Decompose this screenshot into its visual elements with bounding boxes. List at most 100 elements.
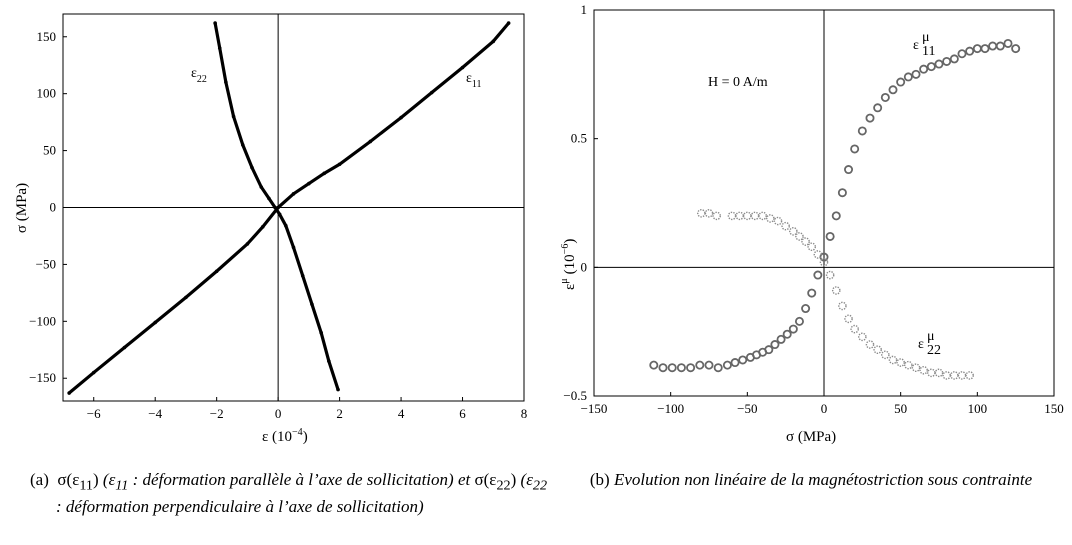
point-ε22μ <box>789 227 798 236</box>
x-tick-label: 4 <box>398 406 405 421</box>
point-ε11μ <box>873 103 883 113</box>
y-tick-label: 100 <box>37 86 57 101</box>
point-ε11μ <box>764 345 774 355</box>
y-tick-label: 1 <box>581 2 588 17</box>
point-ε11μ <box>667 363 677 373</box>
point-ε22μ <box>934 368 944 378</box>
ticks-a: −6 −4 −2 0 2 4 6 8 −150 −100 −50 0 50 100 150 <box>29 29 527 421</box>
point-ε11μ <box>788 324 798 334</box>
x-axis-label-a: ε (10−4) <box>262 427 308 445</box>
point-ε22μ <box>750 211 760 221</box>
point-ε22μ <box>743 211 752 221</box>
point-ε11μ <box>965 46 975 56</box>
point-ε11μ <box>926 62 936 72</box>
point-ε11μ <box>896 77 906 87</box>
point-ε22μ <box>727 211 737 221</box>
point-ε11 <box>91 370 96 375</box>
svg-text:ε: ε <box>918 337 924 352</box>
point-ε22μ <box>896 358 905 367</box>
y-tick-label: 0.5 <box>571 131 587 146</box>
x-tick-label: 150 <box>1044 401 1064 416</box>
point-ε22μ <box>838 301 847 311</box>
point-ε22μ <box>957 371 967 380</box>
x-tick-label: −100 <box>657 401 684 416</box>
point-ε11 <box>307 181 311 186</box>
point-ε11 <box>291 192 296 196</box>
chart-b: −150 −100 −50 0 50 100 150−0.500.51 H = 0 A/m … <box>559 2 1064 445</box>
y-axis-label-a: σ (MPa) <box>14 183 30 233</box>
x-tick-label: 100 <box>968 401 988 416</box>
svg-text:22: 22 <box>927 343 941 358</box>
x-tick-label: 6 <box>459 406 466 421</box>
point-ε11μ <box>713 363 723 373</box>
point-ε22μ <box>850 324 859 334</box>
point-ε22μ <box>911 363 921 372</box>
point-ε11μ <box>649 360 659 370</box>
point-ε22 <box>250 165 254 170</box>
point-ε11μ <box>1003 38 1013 48</box>
series-label-e22-a: ε22 <box>191 66 207 85</box>
x-tick-label: −150 <box>581 401 608 416</box>
point-ε11μ <box>942 56 952 66</box>
y-tick-label: −50 <box>36 256 56 271</box>
x-tick-label: 8 <box>521 406 528 421</box>
point-ε11μ <box>995 41 1005 51</box>
point-ε22μ <box>781 221 790 231</box>
x-tick-label: 50 <box>894 401 907 416</box>
point-ε22μ <box>831 286 841 295</box>
x-tick-label: −4 <box>148 406 162 421</box>
point-ε22μ <box>813 250 823 259</box>
series-line-ε22 <box>213 22 340 391</box>
marks-a <box>67 21 511 395</box>
series-label-e11-a: ε11 <box>466 71 482 90</box>
point-ε11μ <box>695 360 705 370</box>
point-ε11μ <box>972 44 982 54</box>
point-ε11μ <box>794 316 804 326</box>
point-ε22μ <box>950 371 959 380</box>
series-line-ε11 <box>68 22 510 395</box>
point-ε11μ <box>1011 44 1021 54</box>
point-ε22 <box>267 196 271 201</box>
x-tick-label: −6 <box>87 406 101 421</box>
point-ε22μ <box>825 270 835 280</box>
point-ε11μ <box>919 64 929 74</box>
y-tick-label: 0 <box>581 259 588 274</box>
point-ε22μ <box>801 237 810 246</box>
point-ε11 <box>368 139 373 144</box>
point-ε22μ <box>919 365 928 375</box>
point-ε11μ <box>949 54 959 64</box>
point-ε11μ <box>704 360 714 370</box>
point-ε22μ <box>888 355 898 365</box>
svg-text:ε: ε <box>913 38 919 53</box>
y-tick-label: −0.5 <box>563 388 587 403</box>
svg-text:μ: μ <box>922 30 930 45</box>
point-ε11 <box>399 115 403 120</box>
point-ε11 <box>460 65 465 70</box>
y-tick-label: 150 <box>37 29 57 44</box>
point-ε22 <box>284 223 288 228</box>
point-ε22 <box>336 387 340 392</box>
point-ε22 <box>319 330 323 335</box>
y-axis-label-b: εμ(10−6) <box>559 239 578 290</box>
point-ε22μ <box>758 211 767 221</box>
point-ε11μ <box>980 44 990 54</box>
point-ε11μ <box>837 188 847 198</box>
ticks-b: −150 −100 −50 0 50 100 150 −0.5 0 0.5 1 <box>563 2 1063 416</box>
point-ε22 <box>231 114 236 119</box>
point-ε22μ <box>873 345 882 354</box>
point-ε11μ <box>957 49 967 59</box>
point-ε11μ <box>801 304 811 314</box>
series-label-e22-b: ε μ 22 <box>918 329 941 358</box>
point-ε11μ <box>722 360 732 370</box>
point-ε22μ <box>704 208 714 218</box>
point-ε11μ <box>934 59 944 69</box>
caption-a: (a) σ(ε11) (ε11 : déformation parallèle … <box>30 470 548 517</box>
point-ε22μ <box>965 371 974 380</box>
point-ε11μ <box>857 126 867 136</box>
point-ε11μ <box>903 72 913 82</box>
point-ε22μ <box>858 332 867 342</box>
point-ε22μ <box>881 350 890 360</box>
point-ε22 <box>277 212 282 217</box>
point-ε11 <box>337 162 342 167</box>
